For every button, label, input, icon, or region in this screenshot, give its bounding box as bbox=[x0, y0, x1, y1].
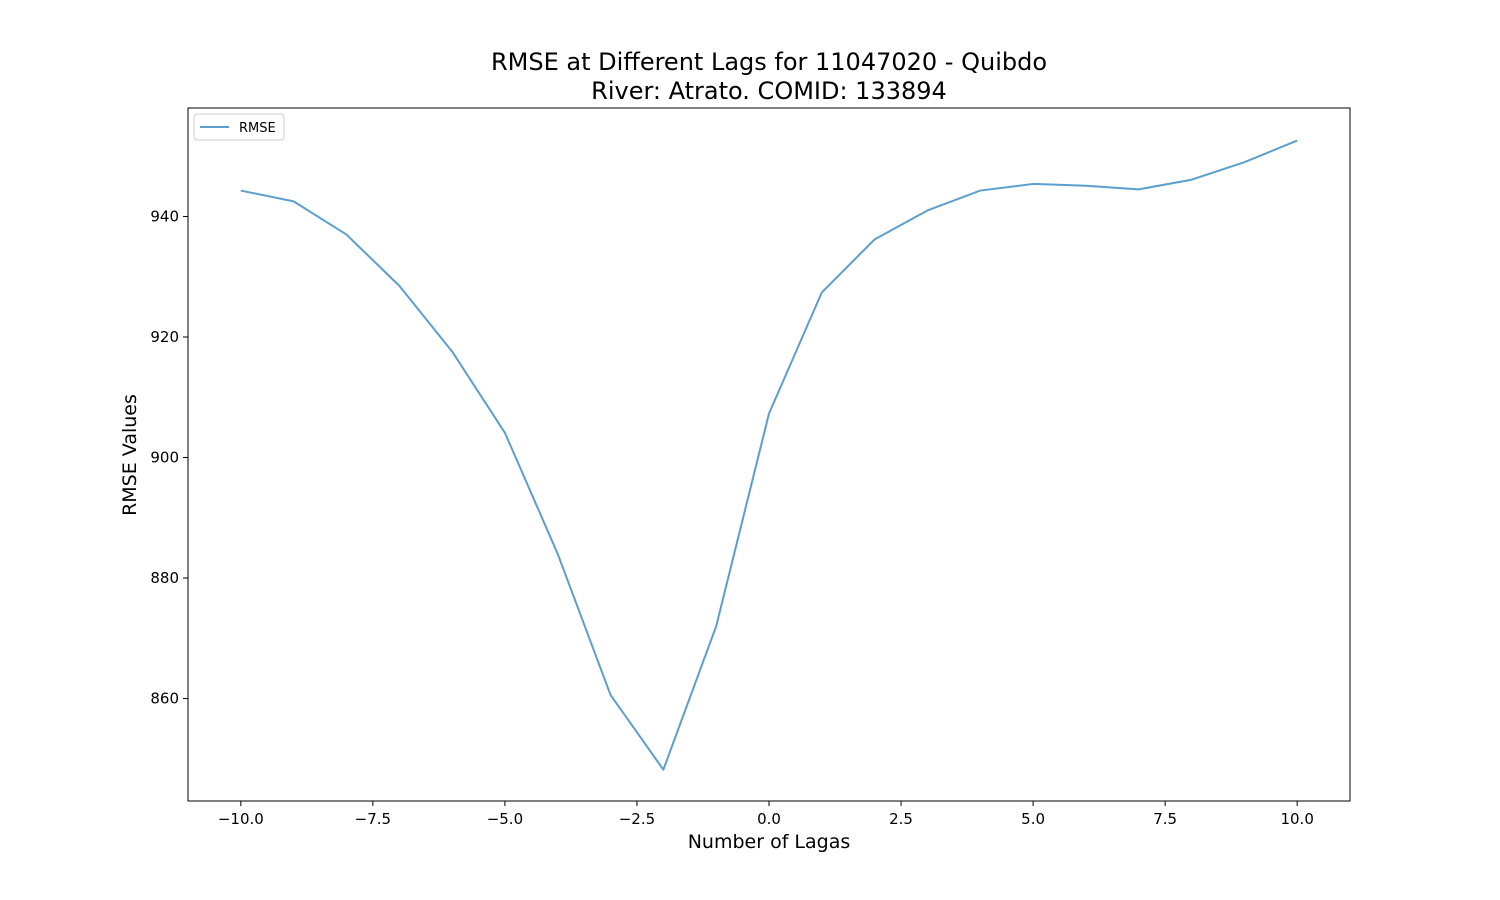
x-tick-label: 0.0 bbox=[757, 810, 781, 828]
x-tick-label: 2.5 bbox=[889, 810, 913, 828]
y-axis-label: RMSE Values bbox=[119, 394, 141, 516]
chart-subtitle: River: Atrato. COMID: 133894 bbox=[591, 77, 947, 105]
series-layer bbox=[240, 139, 1298, 771]
y-tick-label: 900 bbox=[150, 449, 179, 467]
y-tick-label: 860 bbox=[150, 690, 179, 708]
x-tick-label: 7.5 bbox=[1153, 810, 1177, 828]
x-tick-label: −2.5 bbox=[619, 810, 655, 828]
x-tick-label: −10.0 bbox=[218, 810, 264, 828]
x-tick-label: 5.0 bbox=[1021, 810, 1045, 828]
y-tick-label: 880 bbox=[150, 569, 179, 587]
plot-frame bbox=[187, 107, 1351, 802]
legend: RMSE bbox=[193, 113, 285, 141]
y-axis: 860 880 900 920 940 bbox=[150, 207, 188, 708]
chart-title: RMSE at Different Lags for 11047020 - Qu… bbox=[490, 48, 1048, 76]
y-tick-label: 940 bbox=[150, 207, 179, 225]
x-axis: −10.0 −7.5 −5.0 −2.5 0.0 2.5 5.0 7.5 10.0 bbox=[218, 801, 1314, 828]
x-axis-label: Number of Lagas bbox=[687, 831, 851, 853]
x-tick-label: −7.5 bbox=[355, 810, 391, 828]
series-line-rmse bbox=[240, 139, 1298, 771]
x-tick-label: −5.0 bbox=[487, 810, 523, 828]
y-tick-label: 920 bbox=[150, 328, 179, 346]
plot-area bbox=[187, 107, 1351, 802]
legend-box bbox=[193, 113, 285, 141]
legend-label: RMSE bbox=[239, 121, 276, 136]
x-tick-label: 10.0 bbox=[1280, 810, 1313, 828]
